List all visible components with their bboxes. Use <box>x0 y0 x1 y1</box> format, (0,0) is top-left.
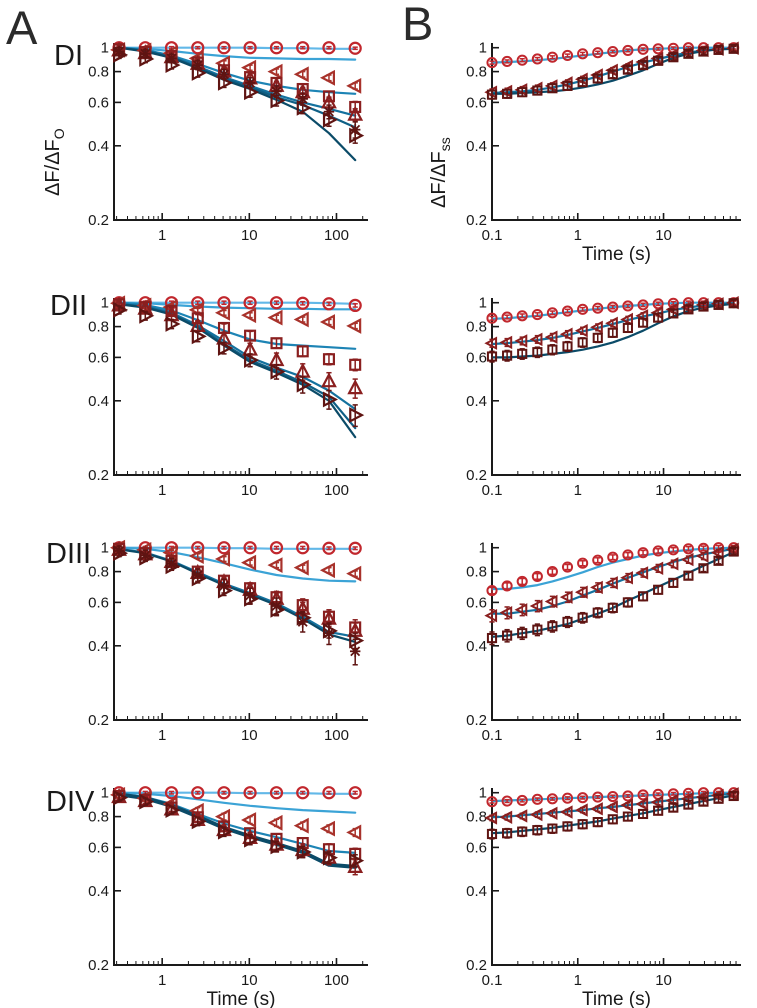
svg-text:0.4: 0.4 <box>466 393 487 410</box>
y-axis-label-a-main: ΔF/ΔF <box>42 139 64 196</box>
subplot-b-row2: 0.1 1 10 1 0.8 0.6 0.4 0.2 <box>466 295 741 499</box>
svg-text:0.2: 0.2 <box>88 712 109 729</box>
y-axis-label-a: ΔF/ΔFO <box>42 128 67 196</box>
svg-text:0.2: 0.2 <box>466 957 487 974</box>
svg-text:0.4: 0.4 <box>88 883 109 900</box>
svg-text:10: 10 <box>241 972 258 989</box>
svg-text:100: 100 <box>324 482 349 499</box>
svg-text:1: 1 <box>574 482 582 499</box>
svg-text:1: 1 <box>101 295 109 312</box>
svg-text:1: 1 <box>479 540 487 557</box>
row-label-diii: DIII <box>46 538 92 570</box>
svg-text:1: 1 <box>101 540 109 557</box>
svg-text:0.1: 0.1 <box>482 227 503 244</box>
svg-text:1: 1 <box>479 295 487 312</box>
svg-text:1: 1 <box>158 727 166 744</box>
svg-text:1: 1 <box>479 785 487 802</box>
row-label-di: DI <box>54 40 83 72</box>
svg-text:0.8: 0.8 <box>466 809 487 826</box>
svg-text:0.8: 0.8 <box>466 564 487 581</box>
svg-text:10: 10 <box>655 972 672 989</box>
svg-text:0.2: 0.2 <box>466 467 487 484</box>
panel-b-label: B <box>402 0 434 50</box>
svg-text:0.8: 0.8 <box>88 64 109 81</box>
svg-text:Time (s): Time (s) <box>582 244 651 265</box>
svg-text:0.6: 0.6 <box>466 594 487 611</box>
svg-text:1: 1 <box>574 227 582 244</box>
svg-text:Time (s): Time (s) <box>582 989 651 1008</box>
svg-text:1: 1 <box>574 972 582 989</box>
svg-text:0.2: 0.2 <box>88 212 109 229</box>
subplot-a-diii: 1 10 100 1 0.8 0.6 0.4 0.2 <box>88 540 368 744</box>
svg-text:0.4: 0.4 <box>466 138 487 155</box>
svg-text:0.6: 0.6 <box>88 94 109 111</box>
y-axis-label-a-sub: O <box>51 128 67 140</box>
svg-text:0.6: 0.6 <box>466 94 487 111</box>
svg-text:0.8: 0.8 <box>466 319 487 336</box>
svg-text:0.4: 0.4 <box>88 638 109 655</box>
svg-text:100: 100 <box>324 972 349 989</box>
subplot-a-dii: 1 10 100 1 0.8 0.6 0.4 0.2 <box>88 295 368 499</box>
svg-text:0.8: 0.8 <box>466 64 487 81</box>
svg-text:0.8: 0.8 <box>88 809 109 826</box>
svg-text:0.2: 0.2 <box>88 957 109 974</box>
svg-text:0.6: 0.6 <box>88 349 109 366</box>
svg-text:0.1: 0.1 <box>482 482 503 499</box>
svg-text:0.4: 0.4 <box>466 883 487 900</box>
subplot-b-row4: 0.1 1 10 1 0.8 0.6 0.4 0.2 Time (s) <box>466 785 741 1008</box>
subplot-a-di: 1 10 100 1 0.8 0.6 0.4 0.2 <box>88 40 368 244</box>
svg-text:100: 100 <box>324 227 349 244</box>
y-axis-label-b-main: ΔF/ΔF <box>428 151 450 208</box>
svg-text:0.6: 0.6 <box>466 349 487 366</box>
svg-text:0.8: 0.8 <box>88 564 109 581</box>
subplot-b-row3: 0.1 1 10 1 0.8 0.6 0.4 0.2 <box>466 540 741 744</box>
subplot-b-row1: 0.1 1 10 1 0.8 0.6 0.4 0.2 Time (s) <box>466 40 741 265</box>
panel-a-label: A <box>6 1 38 54</box>
svg-text:100: 100 <box>324 727 349 744</box>
svg-text:1: 1 <box>479 40 487 57</box>
svg-text:0.2: 0.2 <box>466 712 487 729</box>
svg-text:1: 1 <box>158 482 166 499</box>
svg-text:10: 10 <box>655 227 672 244</box>
svg-text:0.6: 0.6 <box>88 594 109 611</box>
svg-text:10: 10 <box>655 482 672 499</box>
svg-text:10: 10 <box>241 227 258 244</box>
subplot-a-div: 1 10 100 1 0.8 0.6 0.4 0.2 Time (s) <box>88 785 368 1008</box>
svg-text:0.6: 0.6 <box>466 839 487 856</box>
svg-text:Time (s): Time (s) <box>207 989 276 1008</box>
svg-text:10: 10 <box>241 482 258 499</box>
svg-text:0.2: 0.2 <box>466 212 487 229</box>
svg-text:10: 10 <box>655 727 672 744</box>
svg-text:0.1: 0.1 <box>482 972 503 989</box>
svg-text:10: 10 <box>241 727 258 744</box>
svg-text:0.4: 0.4 <box>466 638 487 655</box>
svg-text:1: 1 <box>101 40 109 57</box>
svg-text:0.8: 0.8 <box>88 319 109 336</box>
svg-text:0.4: 0.4 <box>88 393 109 410</box>
svg-text:0.4: 0.4 <box>88 138 109 155</box>
svg-text:0.1: 0.1 <box>482 727 503 744</box>
row-label-dii: DII <box>50 290 88 322</box>
svg-text:1: 1 <box>574 727 582 744</box>
svg-text:0.6: 0.6 <box>88 839 109 856</box>
svg-text:1: 1 <box>101 785 109 802</box>
row-label-div: DIV <box>46 786 95 818</box>
svg-text:0.2: 0.2 <box>88 467 109 484</box>
svg-text:1: 1 <box>158 972 166 989</box>
svg-text:1: 1 <box>158 227 166 244</box>
